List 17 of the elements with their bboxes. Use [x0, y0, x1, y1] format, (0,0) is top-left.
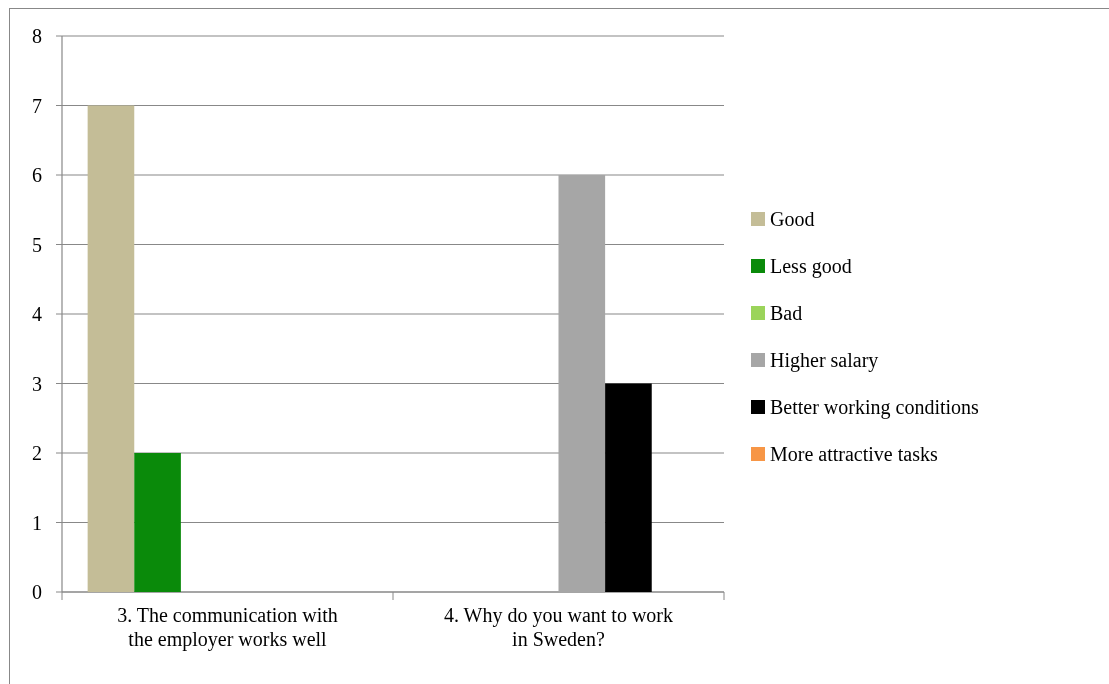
legend-label: Better working conditions	[770, 396, 980, 419]
y-tick-label: 0	[32, 581, 42, 603]
y-tick-label: 2	[32, 442, 42, 464]
y-tick-label: 3	[32, 372, 42, 395]
y-tick-label: 6	[32, 164, 42, 186]
x-tick-label: 4. Why do you want to work in Sweden?	[443, 604, 674, 650]
y-tick-label: 8	[32, 25, 42, 47]
legend-label: Less good	[770, 255, 852, 278]
y-tick-label: 4	[32, 303, 42, 325]
legend-label: Good	[770, 208, 815, 230]
legend-label: More attractive tasks	[770, 443, 938, 465]
legend-label: Higher salary	[770, 349, 879, 372]
y-tick-label: 7	[32, 94, 42, 117]
y-tick-label: 1	[32, 511, 42, 534]
y-tick-label: 5	[32, 233, 42, 256]
legend-label: Bad	[770, 302, 803, 324]
x-tick-label: 3. The communication with the employer works well	[117, 604, 338, 651]
